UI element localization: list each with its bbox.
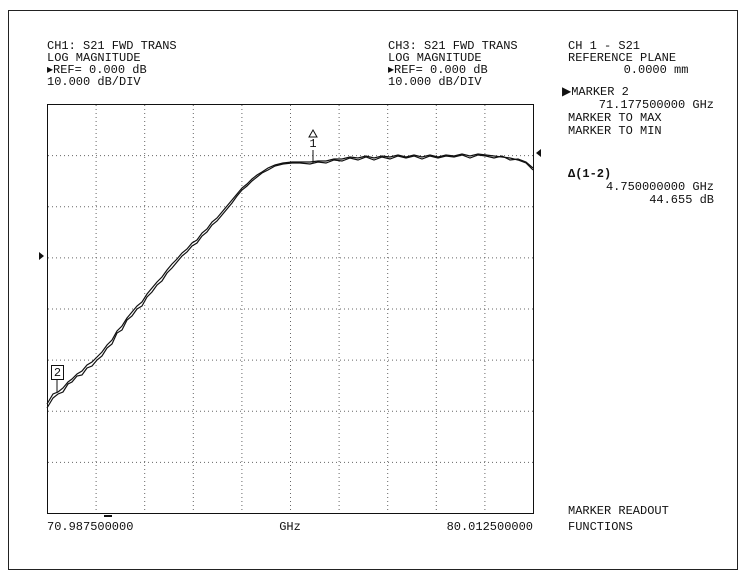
side-item: 71.177500000 GHz xyxy=(599,98,714,112)
ref-arrow-left xyxy=(39,252,44,260)
delta-level: 44.655 dB xyxy=(649,193,714,207)
channel-label: CH 1 - S21 xyxy=(568,39,640,53)
start-frequency: 70.987500000 xyxy=(47,520,133,534)
softkey-label: MARKER READOUT xyxy=(568,504,669,518)
plot-border xyxy=(47,104,534,514)
left-header-line: 10.000 dB/DIV xyxy=(47,75,141,89)
side-item: 0.0000 mm xyxy=(624,63,689,77)
side-item: MARKER TO MIN xyxy=(568,124,662,138)
right-header-line: LOG MAGNITUDE xyxy=(388,51,482,65)
side-item: REFERENCE PLANE xyxy=(568,51,676,65)
stop-frequency: 80.012500000 xyxy=(447,520,533,534)
trace-ch3 xyxy=(46,153,534,405)
frame xyxy=(8,10,738,570)
left-header-line: LOG MAGNITUDE xyxy=(47,51,141,65)
marker-1-symbol xyxy=(308,128,318,138)
side-item: MARKER TO MAX xyxy=(568,111,662,125)
right-header-line: ▸REF= 0.000 dB xyxy=(388,63,488,77)
frequency-unit: GHz xyxy=(279,520,301,534)
marker-1-label: 1 xyxy=(309,137,316,151)
ref-arrow-right xyxy=(536,149,541,157)
left-header-line: ▸REF= 0.000 dB xyxy=(47,63,147,77)
trace-ch1 xyxy=(46,154,534,409)
side-item: ▶MARKER 2 xyxy=(562,85,629,99)
right-header-line: CH3: S21 FWD TRANS xyxy=(388,39,518,53)
left-header-line: CH1: S21 FWD TRANS xyxy=(47,39,177,53)
softkey-label: FUNCTIONS xyxy=(568,520,633,534)
marker-2-label: 2 xyxy=(54,366,61,380)
marker-2-box xyxy=(51,365,64,380)
right-header-line: 10.000 dB/DIV xyxy=(388,75,482,89)
delta-title: Δ(1-2) xyxy=(568,167,611,181)
delta-frequency: 4.750000000 GHz xyxy=(606,180,714,194)
